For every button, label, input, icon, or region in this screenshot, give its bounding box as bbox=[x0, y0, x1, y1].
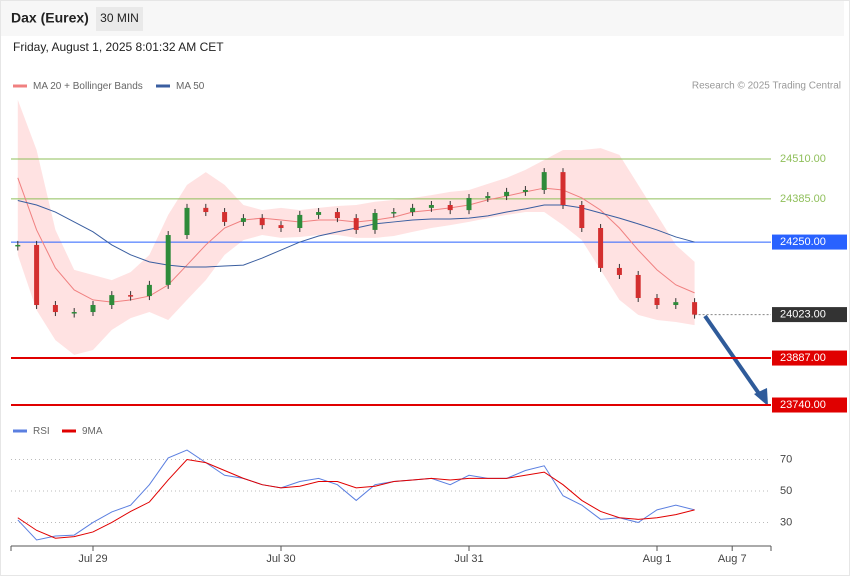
x-tick-label: Jul 30 bbox=[266, 553, 295, 565]
legend-swatch bbox=[13, 429, 27, 433]
legend-swatch bbox=[156, 84, 170, 88]
candle bbox=[184, 207, 190, 236]
level-label: 24510.00 bbox=[780, 153, 826, 165]
y-tick-label: 30 bbox=[780, 516, 792, 528]
forecast-arrow bbox=[703, 314, 764, 400]
level-label: 24385.00 bbox=[780, 193, 826, 205]
x-tick-label: Aug 7 bbox=[718, 553, 747, 565]
candle bbox=[428, 205, 434, 208]
candle bbox=[15, 244, 21, 247]
candle bbox=[410, 207, 416, 213]
candle bbox=[692, 302, 698, 315]
candle bbox=[560, 172, 566, 206]
candle bbox=[579, 205, 585, 229]
candle bbox=[165, 235, 171, 285]
candle bbox=[259, 218, 265, 226]
candle bbox=[391, 212, 397, 214]
candle bbox=[485, 196, 491, 198]
legend-label: MA 50 bbox=[176, 81, 205, 92]
candle bbox=[372, 212, 378, 230]
legend-swatch bbox=[13, 84, 27, 88]
candle bbox=[654, 297, 660, 306]
legend-label: 9MA bbox=[82, 426, 103, 437]
candle bbox=[635, 274, 641, 298]
x-tick-label: Jul 31 bbox=[454, 553, 483, 565]
candle bbox=[316, 212, 322, 215]
title: Dax (Eurex) bbox=[11, 10, 89, 26]
candle bbox=[203, 207, 209, 213]
candle bbox=[222, 212, 228, 222]
candle bbox=[71, 312, 77, 314]
candle bbox=[353, 218, 359, 230]
candle bbox=[146, 284, 152, 297]
level-label: 23740.00 bbox=[780, 399, 826, 411]
candle bbox=[297, 214, 303, 229]
candle bbox=[128, 295, 134, 297]
candle bbox=[466, 197, 472, 211]
level-label: 23887.00 bbox=[780, 352, 826, 364]
candle bbox=[447, 205, 453, 211]
candle bbox=[673, 302, 679, 306]
x-tick-label: Aug 1 bbox=[643, 553, 672, 565]
candle bbox=[541, 172, 547, 190]
candle bbox=[504, 191, 510, 197]
level-label-box bbox=[772, 234, 847, 250]
credit: Research © 2025 Trading Central bbox=[692, 81, 841, 92]
candle bbox=[616, 267, 622, 275]
x-tick-label: Jul 29 bbox=[78, 553, 107, 565]
level-label-box bbox=[772, 307, 847, 323]
level-label: 24250.00 bbox=[780, 236, 826, 248]
date: Friday, August 1, 2025 8:01:32 AM CET bbox=[13, 40, 224, 54]
y-tick-label: 50 bbox=[780, 485, 792, 497]
candle bbox=[334, 212, 340, 219]
forecast-arrow-head bbox=[754, 388, 768, 406]
candle bbox=[598, 228, 604, 268]
interval-box[interactable] bbox=[96, 7, 143, 31]
legend-label: MA 20 + Bollinger Bands bbox=[33, 81, 143, 92]
rsi-line bbox=[17, 458, 695, 539]
interval[interactable]: 30 MIN bbox=[100, 11, 139, 25]
candle bbox=[522, 189, 528, 192]
candle bbox=[109, 295, 115, 306]
y-tick-label: 70 bbox=[780, 453, 792, 465]
level-label-box bbox=[772, 397, 847, 413]
level-label-box bbox=[772, 350, 847, 366]
level-label: 24023.00 bbox=[780, 308, 826, 320]
candle bbox=[52, 305, 58, 313]
candle bbox=[34, 244, 40, 306]
candle bbox=[278, 225, 284, 229]
rsi-line bbox=[17, 449, 695, 541]
candle bbox=[240, 218, 246, 222]
legend-swatch bbox=[62, 429, 76, 433]
candle bbox=[90, 305, 96, 313]
legend-label: RSI bbox=[33, 426, 50, 437]
